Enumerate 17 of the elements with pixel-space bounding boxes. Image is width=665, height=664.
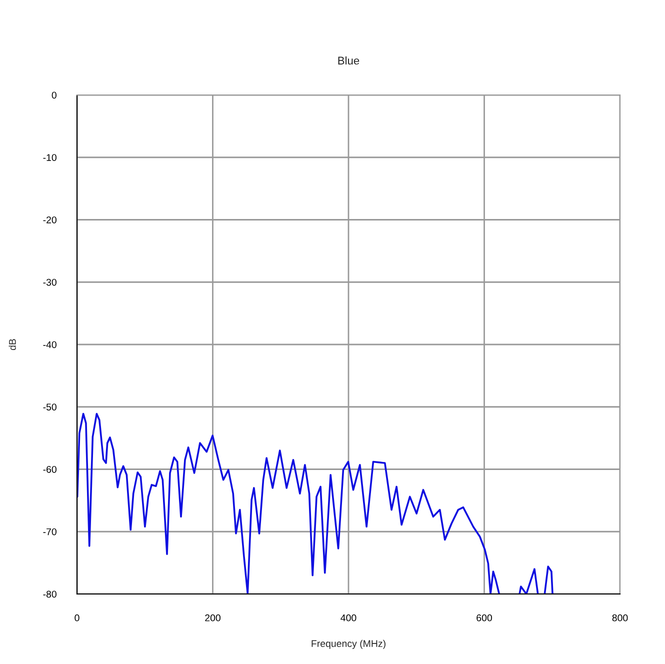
y-tick-label: -10 — [43, 154, 56, 161]
x-tick-label: 600 — [476, 614, 492, 622]
y-tick-label: -20 — [43, 216, 56, 224]
y-axis-title: dB — [8, 339, 16, 350]
y-tick-label: -70 — [43, 528, 56, 536]
y-tick-label: -60 — [43, 466, 56, 473]
x-tick-label: 0 — [74, 614, 80, 622]
x-tick-label: 200 — [205, 614, 220, 622]
x-tick-label: 400 — [340, 614, 356, 622]
y-tick-label: -80 — [43, 590, 56, 598]
y-tick-label: -50 — [43, 404, 56, 410]
y-tick-label: -30 — [43, 278, 56, 286]
chart-title: Blue — [338, 56, 360, 65]
y-tick-label: 0 — [52, 92, 56, 99]
x-tick-label: 800 — [612, 614, 628, 622]
y-tick-label: -40 — [43, 341, 56, 348]
x-axis-title: Frequency (MHz) — [312, 640, 386, 649]
